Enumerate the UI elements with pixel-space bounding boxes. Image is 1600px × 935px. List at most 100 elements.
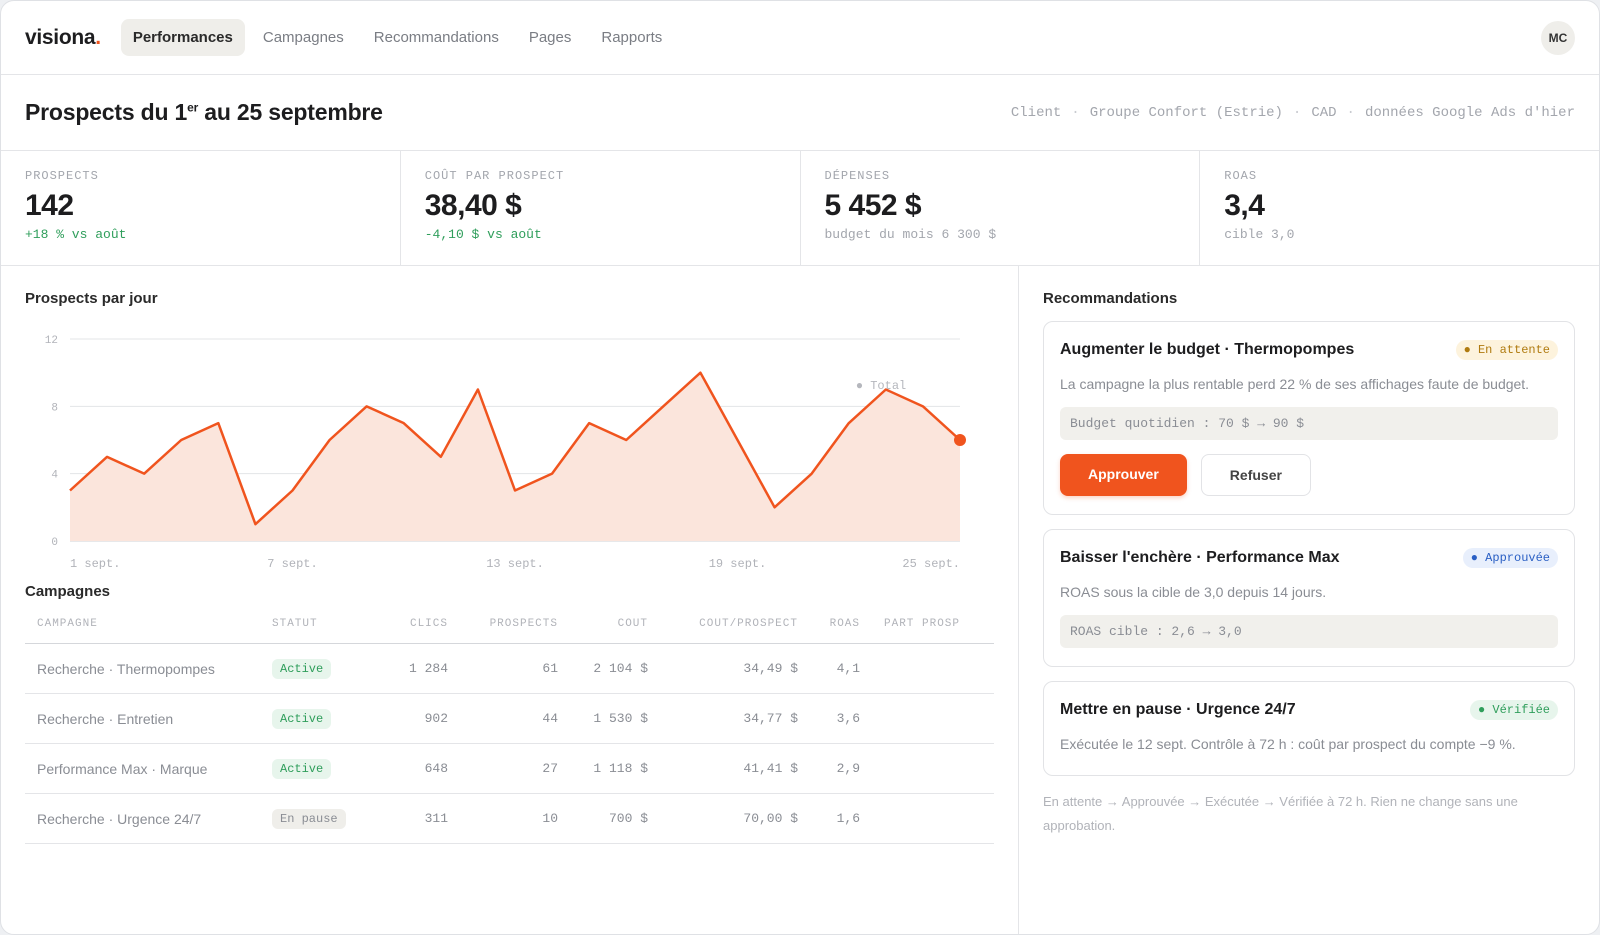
cell-roas: 3,6: [836, 711, 860, 726]
kpi-card-prospects: PROSPECTS 142 +18 % vs août: [1, 151, 401, 265]
x-tick-label: 1 sept.: [70, 557, 120, 569]
context-client-label: Client: [1010, 104, 1062, 121]
main-content: Prospects par jour 0 4 8 12 1 sept. 7 sept. 13…: [1, 266, 1599, 934]
col-leads[interactable]: PROSPECTS: [489, 617, 558, 630]
recommendation-text: ROAS sous la cible de 3,0 depuis 14 jour…: [1060, 584, 1327, 600]
status-badge: ● Approuvée: [1462, 548, 1558, 568]
status-badge: Active: [272, 758, 332, 779]
kpi-label: PROSPECTS: [25, 169, 99, 183]
cell-roas: 4,1: [836, 661, 860, 676]
reject-button[interactable]: Refuser: [1200, 454, 1311, 496]
recommendation-title: Augmenter le budget · Thermopompes: [1060, 341, 1355, 358]
cell-roas: 2,9: [836, 761, 860, 776]
table-row[interactable]: Performance Max · Marque Active 648 27 1…: [25, 744, 994, 794]
cell-leads: 44: [542, 711, 558, 726]
recommendation-text: La campagne la plus rentable perd 22 % d…: [1060, 376, 1530, 392]
recommendation-card: Augmenter le budget · Thermopompes ● En …: [1043, 321, 1575, 515]
kpi-value: 142: [25, 189, 74, 222]
table-row[interactable]: Recherche · Urgence 24/7 En pause 311 10…: [25, 794, 994, 844]
top-navigation: visiona. Performances Campagnes Recomman…: [1, 1, 1599, 75]
chart-annotation: ● Total: [856, 379, 906, 393]
nav-item-campagnes[interactable]: Campagnes: [262, 29, 344, 46]
cell-cost: 2 104 $: [593, 661, 648, 676]
page-title: Prospects du 1er au 25 septembre: [25, 99, 383, 125]
recommendation-change: Budget quotidien : 70 $ → 90 $: [1060, 407, 1558, 440]
x-tick-label: 19 sept.: [709, 557, 767, 569]
campaigns-table: CAMPAGNE STATUT CLICS PROSPECTS COÛT COÛ…: [25, 604, 994, 844]
cell-clicks: 1 284: [408, 661, 448, 676]
col-campaign[interactable]: CAMPAGNE: [37, 617, 98, 630]
campaign-name[interactable]: Performance Max · Marque: [37, 760, 208, 777]
context-client-name: Groupe Confort (Estrie): [1089, 104, 1283, 121]
brand-logo[interactable]: visiona.: [25, 25, 101, 49]
col-status[interactable]: STATUT: [272, 617, 318, 630]
performance-panel: Prospects par jour 0 4 8 12 1 sept. 7 sept. 13…: [1, 266, 1019, 934]
recommendation-card: Baisser l'enchère · Performance Max ● Ap…: [1043, 529, 1575, 667]
y-tick-label: 12: [45, 335, 58, 347]
campaigns-title: Campagnes: [25, 583, 111, 600]
campaign-name[interactable]: Recherche · Urgence 24/7: [37, 810, 202, 827]
status-badge: ● Vérifiée: [1469, 700, 1558, 720]
nav-item-rapports[interactable]: Rapports: [601, 29, 663, 46]
kpi-label: COÛT PAR PROSPECT: [424, 169, 565, 183]
user-avatar[interactable]: MC: [1541, 21, 1575, 55]
nav-item-recommandations[interactable]: Recommandations: [373, 29, 499, 46]
cell-cost-per-lead: 41,41 $: [743, 761, 798, 776]
col-roas[interactable]: ROAS: [829, 617, 860, 630]
cell-cost-per-lead: 34,49 $: [743, 661, 798, 676]
approve-button[interactable]: Approuver: [1060, 454, 1187, 496]
data-point: [954, 434, 966, 446]
col-clicks[interactable]: CLICS: [409, 617, 448, 630]
kpi-value: 3,4: [1224, 189, 1265, 222]
table-row[interactable]: Recherche · Thermopompes Active 1 284 61…: [25, 644, 994, 694]
recommendation-title: Baisser l'enchère · Performance Max: [1060, 549, 1340, 566]
main-nav: Performances Campagnes Recommandations P…: [120, 19, 674, 56]
campaign-name[interactable]: Recherche · Thermopompes: [37, 660, 215, 677]
nav-item-performances[interactable]: Performances: [120, 19, 245, 56]
campaign-name[interactable]: Recherche · Entretien: [37, 710, 174, 727]
cell-leads: 27: [542, 761, 558, 776]
cell-cost: 1 530 $: [593, 711, 648, 726]
series-line: [69, 371, 961, 526]
page-header: Prospects du 1er au 25 septembre Client ·…: [1, 75, 1599, 151]
kpi-value: 38,40 $: [424, 189, 522, 222]
workflow-footnote: En attente → Approuvée → Exécutée → Véri…: [1043, 794, 1518, 833]
kpi-delta: +18 % vs août: [25, 227, 127, 242]
series-area: [70, 372, 960, 541]
y-tick-label: 8: [51, 402, 58, 414]
col-cost-per-lead[interactable]: COÛT/PROSPECT: [699, 617, 798, 630]
kpi-strip: PROSPECTS 142 +18 % vs août COÛT PAR PRO…: [1, 151, 1599, 266]
kpi-delta: -4,10 $ vs août: [424, 227, 542, 242]
recommendation-text: Exécutée le 12 sept. Contrôle à 72 h : c…: [1060, 736, 1516, 752]
recommendation-change: ROAS cible : 2,6 → 3,0: [1060, 615, 1558, 648]
status-badge: Active: [272, 658, 332, 679]
kpi-note: budget du mois 6 300 $: [824, 227, 997, 242]
chart-title: Prospects par jour: [25, 290, 158, 307]
status-badge: En pause: [272, 808, 346, 829]
cell-cost-per-lead: 34,77 $: [743, 711, 798, 726]
table-header: CAMPAGNE STATUT CLICS PROSPECTS COÛT COÛ…: [25, 604, 994, 644]
x-tick-label: 13 sept.: [486, 557, 544, 569]
leads-area-chart: 0 4 8 12 1 sept. 7 sept. 13 sept. 19 sept. 25 se…: [45, 335, 966, 569]
cell-cost: 700 $: [608, 811, 648, 826]
kpi-label: ROAS: [1224, 169, 1258, 183]
recommendations-panel: Recommandations Augmenter le budget · Th…: [1019, 266, 1599, 934]
table-row[interactable]: Recherche · Entretien Active 902 44 1 53…: [25, 694, 994, 744]
y-tick-label: 0: [51, 537, 58, 549]
kpi-card-spend: DÉPENSES 5 452 $ budget du mois 6 300 $: [801, 151, 1201, 265]
cell-clicks: 648: [424, 761, 448, 776]
cell-cost: 1 118 $: [593, 761, 648, 776]
x-tick-label: 7 sept.: [267, 557, 317, 569]
kpi-card-roas: ROAS 3,4 cible 3,0: [1200, 151, 1599, 265]
nav-item-pages[interactable]: Pages: [528, 29, 572, 46]
kpi-note: cible 3,0: [1224, 227, 1295, 242]
kpi-value: 5 452 $: [824, 189, 922, 222]
y-tick-label: 4: [51, 470, 58, 482]
status-badge: Active: [272, 708, 332, 729]
col-cost[interactable]: COÛT: [617, 617, 648, 630]
kpi-label: DÉPENSES: [824, 169, 891, 183]
recommendations-title: Recommandations: [1043, 290, 1178, 307]
col-lead-share[interactable]: PART PROSP.: [884, 617, 960, 630]
cell-leads: 10: [542, 811, 558, 826]
